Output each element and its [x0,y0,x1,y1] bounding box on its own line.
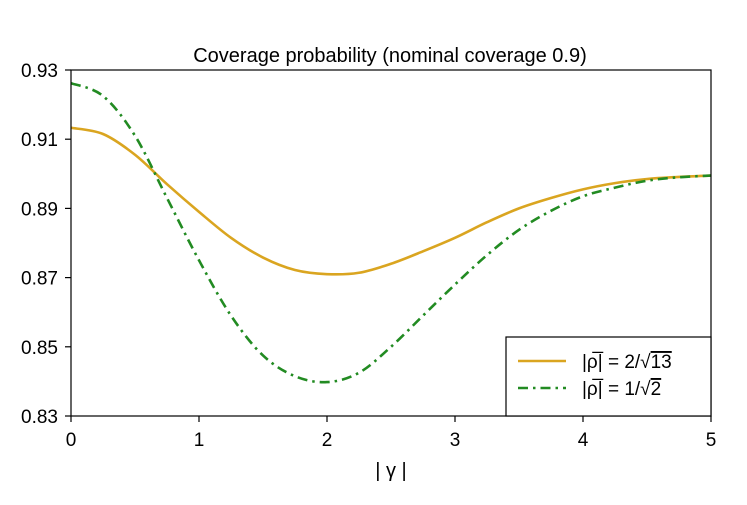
plot-frame [70,69,712,417]
legend-label-prefix: |ρ̅| = 2/√ [582,352,651,373]
x-tick-label: 0 [66,430,77,451]
series-layer [70,81,712,384]
x-tick-label: 3 [450,430,461,451]
legend: |ρ̅| = 2/√13|ρ̅| = 1/√2 [505,336,712,417]
legend-label-2: |ρ̅| = 1/√2 [582,379,661,400]
y-axis: 0.83 0.85 0.87 0.89 0.91 0.93 [21,61,71,428]
x-tick-label: 4 [578,430,589,451]
y-tick-label: 0.91 [21,130,58,151]
y-tick-label: 0.93 [21,61,58,82]
x-tick-label: 5 [706,430,717,451]
legend-label-radicand: 2 [651,379,662,400]
y-tick-label: 0.83 [21,407,58,428]
legend-label-1: |ρ̅| = 2/√13 [582,352,672,373]
legend-label-radicand: 13 [651,352,672,373]
x-tick-label: 1 [194,430,205,451]
y-tick-label: 0.85 [21,338,58,359]
y-tick-label: 0.89 [21,199,58,220]
chart-title: Coverage probability (nominal coverage 0… [193,45,587,67]
legend-label-prefix: |ρ̅| = 1/√ [582,379,651,400]
legend-box [505,336,712,417]
series-line-1 [70,126,712,276]
x-tick-label: 2 [322,430,333,451]
x-axis: 0 1 2 3 4 5 [66,416,717,451]
x-axis-label: | γ | [375,460,407,482]
y-tick-label: 0.87 [21,269,58,290]
